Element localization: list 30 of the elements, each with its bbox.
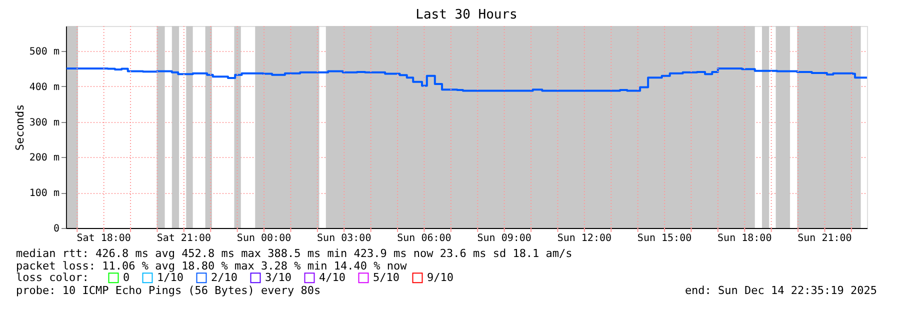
text: probe: 10 ICMP Echo Pings (56 Bytes) every 80s — [16, 284, 321, 297]
x-tick-label: Sun 15:00 — [637, 233, 692, 244]
x-tick-label: Sun 21:00 — [798, 233, 852, 244]
x-tick-label: Sun 06:00 — [397, 233, 452, 244]
y-tick-label: 100 m — [29, 188, 60, 200]
y-tick-label: 500 m — [29, 46, 60, 58]
y-axis-title: Seconds — [13, 104, 26, 151]
x-tick-label: Sun 12:00 — [557, 233, 612, 244]
x-tick-label: Sun 09:00 — [477, 233, 532, 244]
y-tick-label: 400 m — [29, 82, 60, 93]
text: end: Sun Dec 14 22:35:19 2025 — [684, 284, 877, 297]
legend-label: 1/10 — [157, 270, 184, 284]
x-tick-label: Sun 18:00 — [718, 233, 772, 244]
y-tick-label: 0 — [53, 224, 60, 234]
legend-title: loss color: — [16, 271, 89, 284]
x-tick-label: Sat 21:00 — [156, 233, 212, 244]
x-tick-label: Sat 18:00 — [76, 233, 131, 244]
legend-label: 3/10 — [265, 270, 292, 284]
x-tick-label: Sun 03:00 — [317, 233, 372, 244]
y-tick-label: 300 m — [29, 117, 60, 128]
x-tick-label: Sun 00:00 — [236, 233, 292, 244]
legend-label: 0 — [123, 270, 130, 284]
text: median rtt: 426.8 ms avg 452.8 ms max 388.5 ms min 423.9 ms now 23.6 ms sd 18.1 am/s — [16, 247, 572, 260]
legend-label: 5/10 — [373, 270, 400, 284]
legend-label: 9/10 — [427, 270, 454, 284]
chart-title: Last 30 Hours — [416, 8, 518, 22]
legend-label: 4/10 — [319, 270, 346, 284]
y-tick-label: 200 m — [29, 152, 60, 164]
legend-label: 2/10 — [211, 270, 238, 284]
text: packet loss: 11.06 % avg 18.80 % max 3.28 % min 14.40 % now — [16, 259, 408, 272]
